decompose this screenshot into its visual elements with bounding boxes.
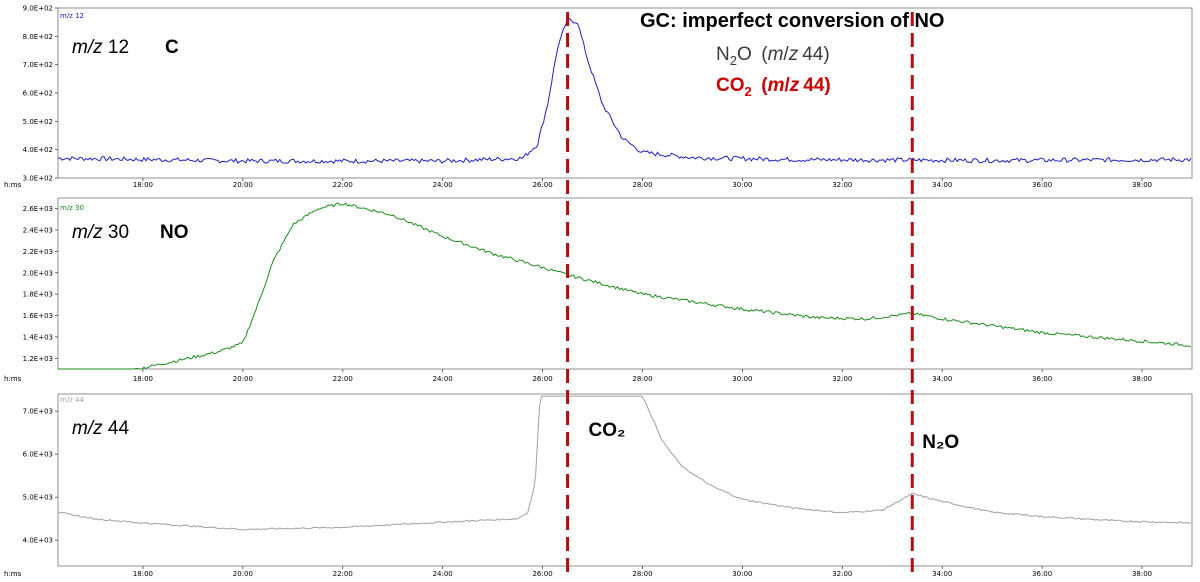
x-tick-label: 20:00 <box>233 570 253 578</box>
x-tick-label: 28:00 <box>632 181 652 189</box>
y-tick-label: 2.6E+03 <box>23 205 53 213</box>
peak-label: N₂O <box>922 432 959 453</box>
legend-co2: CO2 (m/z 44) <box>716 75 831 99</box>
x-tick-label: 32:00 <box>832 570 852 578</box>
series-line <box>57 395 1192 531</box>
x-axis-label: h:ms <box>4 375 22 383</box>
x-tick-label: 26:00 <box>532 570 552 578</box>
panel-2: 1.2E+03 1.4E+03 1.6E+03 1.8E+03 2.0E+03 2.2E+… <box>4 197 1193 383</box>
x-tick-label: 18:00 <box>133 570 153 578</box>
y-tick-label: 2.2E+03 <box>23 248 53 256</box>
panel-label: m/z 12 <box>72 37 129 58</box>
x-tick-label: 38:00 <box>1132 181 1152 189</box>
x-tick-label: 24:00 <box>433 181 453 189</box>
marker-lines <box>566 12 914 578</box>
panel-3: 4.0E+03 5.0E+03 6.0E+03 7.0E+03 18:00 20:00 22… <box>4 393 1193 578</box>
x-axis-label: h:ms <box>4 181 22 189</box>
x-tick-label: 30:00 <box>732 570 752 578</box>
x-tick-label: 20:00 <box>233 375 253 383</box>
legend-n2o: N2O (m/z 44) <box>716 44 830 68</box>
y-tick-label: 7.0E+02 <box>23 61 53 69</box>
peak-label: CO₂ <box>589 420 626 441</box>
series-tag: m/z 44 <box>60 396 85 404</box>
panel-label: m/z 30 <box>72 222 129 243</box>
x-tick-label: 22:00 <box>333 570 353 578</box>
x-tick-label: 32:00 <box>832 375 852 383</box>
x-tick-label: 36:00 <box>1032 181 1052 189</box>
panels: 3.0E+02 4.0E+02 5.0E+02 6.0E+02 7.0E+02 8.0E+… <box>4 5 1193 578</box>
plot-frame <box>57 7 1193 179</box>
x-axis-label: h:ms <box>4 570 22 578</box>
x-tick-label: 18:00 <box>133 181 153 189</box>
chart-title: GC: imperfect conversion of NO <box>640 10 945 32</box>
x-tick-label: 34:00 <box>932 375 952 383</box>
y-tick-label: 1.4E+03 <box>23 333 53 341</box>
y-tick-label: 7.0E+03 <box>23 408 53 416</box>
x-tick-label: 28:00 <box>632 570 652 578</box>
y-tick-label: 5.0E+03 <box>23 494 53 502</box>
x-tick-label: 22:00 <box>333 375 353 383</box>
x-tick-label: 34:00 <box>932 181 952 189</box>
x-tick-label: 38:00 <box>1132 570 1152 578</box>
x-tick-label: 24:00 <box>433 375 453 383</box>
y-tick-label: 1.8E+03 <box>23 291 53 299</box>
x-tick-label: 30:00 <box>732 181 752 189</box>
x-tick-label: 36:00 <box>1032 570 1052 578</box>
panel-1: 3.0E+02 4.0E+02 5.0E+02 6.0E+02 7.0E+02 8.0E+… <box>4 5 1193 189</box>
plot-frame <box>57 393 1193 567</box>
series-tag: m/z 12 <box>60 12 84 20</box>
series-line <box>57 16 1192 164</box>
x-tick-label: 34:00 <box>932 570 952 578</box>
x-tick-label: 26:00 <box>532 375 552 383</box>
y-tick-label: 2.0E+03 <box>23 269 53 277</box>
y-tick-label: 1.2E+03 <box>23 355 53 363</box>
x-tick-label: 38:00 <box>1132 375 1152 383</box>
compound-label: C <box>165 37 179 58</box>
x-tick-label: 22:00 <box>333 181 353 189</box>
plot-frame <box>57 197 1193 370</box>
y-tick-label: 6.0E+02 <box>23 90 53 98</box>
x-tick-label: 20:00 <box>233 181 253 189</box>
y-tick-label: 1.6E+03 <box>23 312 53 320</box>
y-tick-label: 9.0E+02 <box>23 5 53 13</box>
annotation-layer: GC: imperfect conversion of NO N2O (m/z 4… <box>589 10 960 453</box>
x-tick-label: 36:00 <box>1032 375 1052 383</box>
y-tick-label: 2.4E+03 <box>23 227 53 235</box>
y-tick-label: 4.0E+03 <box>23 537 53 545</box>
y-tick-label: 3.0E+02 <box>23 175 53 183</box>
x-tick-label: 26:00 <box>532 181 552 189</box>
y-tick-label: 6.0E+03 <box>23 451 53 459</box>
panel-label: m/z 44 <box>72 418 129 439</box>
x-tick-label: 30:00 <box>732 375 752 383</box>
x-tick-label: 32:00 <box>832 181 852 189</box>
y-tick-label: 8.0E+02 <box>23 33 53 41</box>
series-tag: m/z 30 <box>60 204 84 212</box>
y-tick-label: 4.0E+02 <box>23 146 53 154</box>
compound-label: NO <box>160 222 189 243</box>
y-tick-label: 5.0E+02 <box>23 118 53 126</box>
series-line <box>58 202 1192 370</box>
x-tick-label: 28:00 <box>632 375 652 383</box>
x-tick-label: 18:00 <box>133 375 153 383</box>
x-tick-label: 24:00 <box>433 570 453 578</box>
